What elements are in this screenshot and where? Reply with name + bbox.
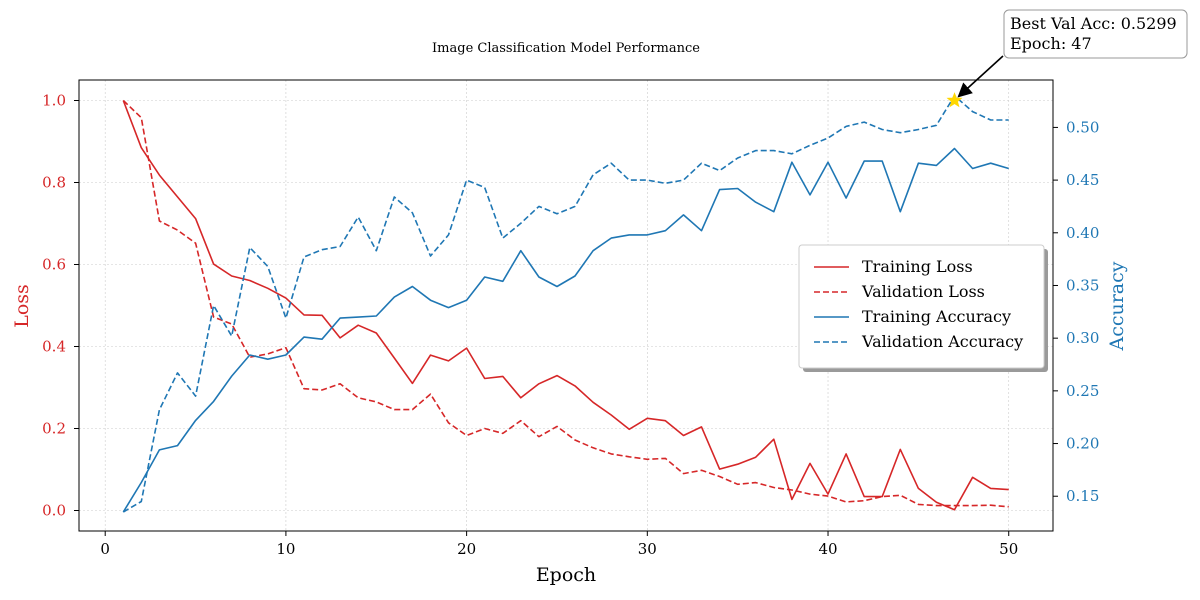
- x-tick-label: 0: [100, 540, 110, 558]
- y-right-tick-label: 0.50: [1066, 118, 1099, 136]
- y-right-tick-label: 0.30: [1066, 329, 1099, 347]
- series-line-validation-accuracy: [122, 95, 1009, 513]
- x-tick-label: 30: [638, 540, 657, 558]
- series-line-validation-loss: [122, 99, 1009, 508]
- legend-label: Training Loss: [862, 257, 973, 276]
- x-tick-label: 20: [457, 540, 476, 558]
- legend-label: Validation Accuracy: [861, 332, 1023, 351]
- y-axis-left-label: Loss: [11, 284, 33, 328]
- y-right-tick-label: 0.20: [1066, 435, 1099, 453]
- y-left-tick-label: 0.8: [42, 174, 66, 192]
- y-left-tick-label: 1.0: [42, 92, 66, 110]
- legend: Training Loss Validation Loss Training Acc…: [798, 244, 1048, 372]
- legend-label: Training Accuracy: [862, 307, 1011, 326]
- x-tick-label: 50: [999, 540, 1018, 558]
- series-layer: [122, 92, 1009, 513]
- annotation-line-1: Best Val Acc: 0.5299: [1010, 14, 1177, 33]
- axes-layer: 0 10 20 30 40 50 0.0 0.2 0.4 0.6 0.8 1.0 0.15 0.20 0.2…: [42, 79, 1099, 558]
- legend-label: Validation Loss: [861, 282, 985, 301]
- x-axis-label: Epoch: [536, 564, 596, 586]
- y-left-tick-label: 0.2: [42, 420, 66, 438]
- legend-box: [798, 244, 1045, 369]
- best-accuracy-marker: [946, 92, 963, 108]
- y-left-tick-label: 0.4: [42, 338, 66, 356]
- y-right-tick-label: 0.40: [1066, 224, 1099, 242]
- y-left-tick-label: 0.0: [42, 502, 66, 520]
- y-right-tick-label: 0.25: [1066, 382, 1099, 400]
- plot-frame: [78, 79, 1054, 532]
- y-left-tick-label: 0.6: [42, 256, 66, 274]
- annotation-line-2: Epoch: 47: [1010, 34, 1092, 53]
- annotation-box: [1003, 9, 1188, 59]
- y-right-tick-label: 0.45: [1066, 171, 1099, 189]
- y-right-tick-label: 0.15: [1066, 487, 1099, 505]
- y-axis-right-label: Accuracy: [1106, 261, 1128, 351]
- x-tick-label: 40: [818, 540, 837, 558]
- x-tick-label: 10: [276, 540, 295, 558]
- chart-title: Image Classification Model Performance: [432, 41, 700, 56]
- annotation-arrow: [957, 55, 1004, 98]
- y-right-tick-label: 0.35: [1066, 276, 1099, 294]
- series-line-training-accuracy: [122, 147, 1009, 513]
- series-line-training-loss: [122, 100, 1009, 511]
